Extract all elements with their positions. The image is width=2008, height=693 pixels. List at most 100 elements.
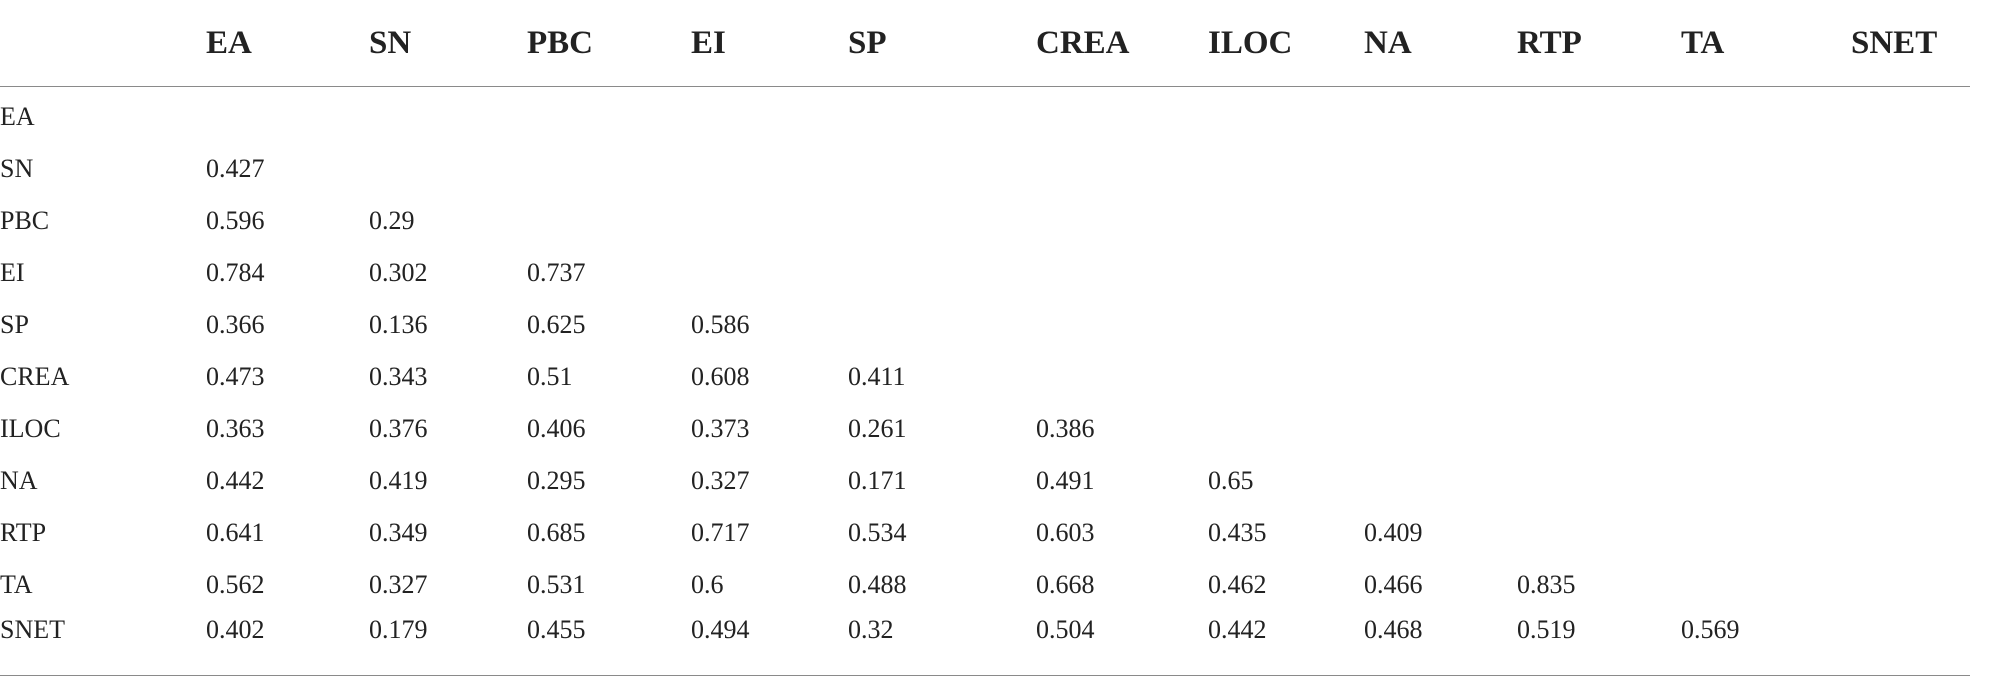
table-cell <box>206 87 369 144</box>
row-label: EA <box>0 102 35 131</box>
table-cell: 0.6 <box>691 570 724 599</box>
table-cell <box>1364 247 1517 299</box>
table-cell: 0.596 <box>206 206 265 235</box>
table-cell <box>1681 455 1851 507</box>
table-cell: 0.327 <box>691 466 750 495</box>
table-cell <box>848 87 1036 144</box>
table-cell <box>1681 195 1851 247</box>
header-cell-pbc: PBC <box>527 0 691 87</box>
header-cell-rtp: RTP <box>1517 0 1681 87</box>
table-cell: 0.366 <box>206 310 265 339</box>
table-cell: 0.737 <box>527 258 586 287</box>
table-cell: 0.468 <box>1364 611 1517 676</box>
table-cell: 0.136 <box>369 310 428 339</box>
table-cell <box>691 247 848 299</box>
table-cell: 0.494 <box>691 611 848 676</box>
table-header: EA SN PBC EI SP CREA ILOC NA RTP TA SNET <box>0 0 1970 87</box>
row-label: ILOC <box>0 414 61 443</box>
table-row: CREA 0.473 0.343 0.51 0.608 0.411 <box>0 351 1970 403</box>
table-cell: 0.327 <box>369 570 428 599</box>
header-cell-crea: CREA <box>1036 0 1208 87</box>
table-row: PBC 0.596 0.29 <box>0 195 1970 247</box>
table-cell: 0.641 <box>206 518 265 547</box>
row-label: SN <box>0 154 34 183</box>
table-cell <box>848 299 1036 351</box>
table-cell <box>1208 87 1364 144</box>
table-cell: 0.625 <box>527 310 586 339</box>
table-cell: 0.261 <box>848 414 907 443</box>
table-cell <box>1517 87 1681 144</box>
table-cell: 0.65 <box>1208 466 1254 495</box>
table-cell: 0.491 <box>1036 466 1095 495</box>
table-cell <box>848 143 1036 195</box>
table-cell: 0.349 <box>369 518 428 547</box>
header-cell-na: NA <box>1364 0 1517 87</box>
row-label: CREA <box>0 362 70 391</box>
table-cell: 0.171 <box>848 466 907 495</box>
table-cell <box>1208 299 1364 351</box>
table-cell <box>1681 507 1851 559</box>
table-cell: 0.406 <box>527 414 586 443</box>
table-cell <box>1681 403 1851 455</box>
table-cell <box>1517 507 1681 559</box>
table-cell: 0.504 <box>1036 611 1208 676</box>
table-cell <box>848 247 1036 299</box>
table-cell: 0.411 <box>848 362 906 391</box>
table-cell: 0.717 <box>691 518 750 547</box>
table-cell: 0.343 <box>369 362 428 391</box>
table-cell: 0.373 <box>691 414 750 443</box>
header-cell-ea: EA <box>206 0 369 87</box>
table-cell <box>1036 247 1208 299</box>
table-cell <box>1517 351 1681 403</box>
table-cell <box>691 143 848 195</box>
table-cell <box>1517 403 1681 455</box>
table-cell: 0.562 <box>206 570 265 599</box>
row-label: SNET <box>0 611 206 676</box>
table-cell <box>1364 299 1517 351</box>
table-row: EA <box>0 87 1970 144</box>
table-cell <box>1681 87 1851 144</box>
table-cell <box>691 87 848 144</box>
table-cell <box>1036 351 1208 403</box>
table-cell <box>1208 195 1364 247</box>
table-cell <box>1364 351 1517 403</box>
table-row: SN 0.427 <box>0 143 1970 195</box>
header-cell-sn: SN <box>369 0 527 87</box>
table-cell <box>1851 403 1970 455</box>
table-cell: 0.376 <box>369 414 428 443</box>
table-cell: 0.586 <box>691 310 750 339</box>
table-cell: 0.462 <box>1208 570 1267 599</box>
table-cell: 0.569 <box>1681 611 1851 676</box>
row-label: EI <box>0 258 25 287</box>
table-cell <box>1851 455 1970 507</box>
table-cell <box>1851 299 1970 351</box>
table-cell <box>1517 195 1681 247</box>
table-cell <box>1364 87 1517 144</box>
table-cell <box>1036 87 1208 144</box>
row-label: SP <box>0 310 29 339</box>
table-cell <box>1364 195 1517 247</box>
table-cell: 0.51 <box>527 362 573 391</box>
table-body: EA SN 0.427 PBC 0.596 0.29 EI 0.784 0.302 0.737 SP… <box>0 87 1970 676</box>
table-cell <box>1517 143 1681 195</box>
table-cell: 0.519 <box>1517 611 1681 676</box>
table-cell <box>527 87 691 144</box>
table-cell: 0.685 <box>527 518 586 547</box>
table-cell <box>1364 403 1517 455</box>
table-cell <box>691 195 848 247</box>
table-cell <box>1681 299 1851 351</box>
table-row: ILOC 0.363 0.376 0.406 0.373 0.261 0.386 <box>0 403 1970 455</box>
table-cell <box>1681 559 1851 611</box>
header-cell-ei: EI <box>691 0 848 87</box>
table-cell: 0.835 <box>1517 570 1576 599</box>
table-cell: 0.435 <box>1208 518 1267 547</box>
table-cell <box>1517 247 1681 299</box>
table-cell <box>527 195 691 247</box>
table-cell <box>1851 507 1970 559</box>
row-label: PBC <box>0 206 50 235</box>
table-cell <box>1364 455 1517 507</box>
table-cell <box>1208 143 1364 195</box>
row-label: RTP <box>0 518 47 547</box>
table-row: NA 0.442 0.419 0.295 0.327 0.171 0.491 0.65 <box>0 455 1970 507</box>
table-cell: 0.442 <box>206 466 265 495</box>
